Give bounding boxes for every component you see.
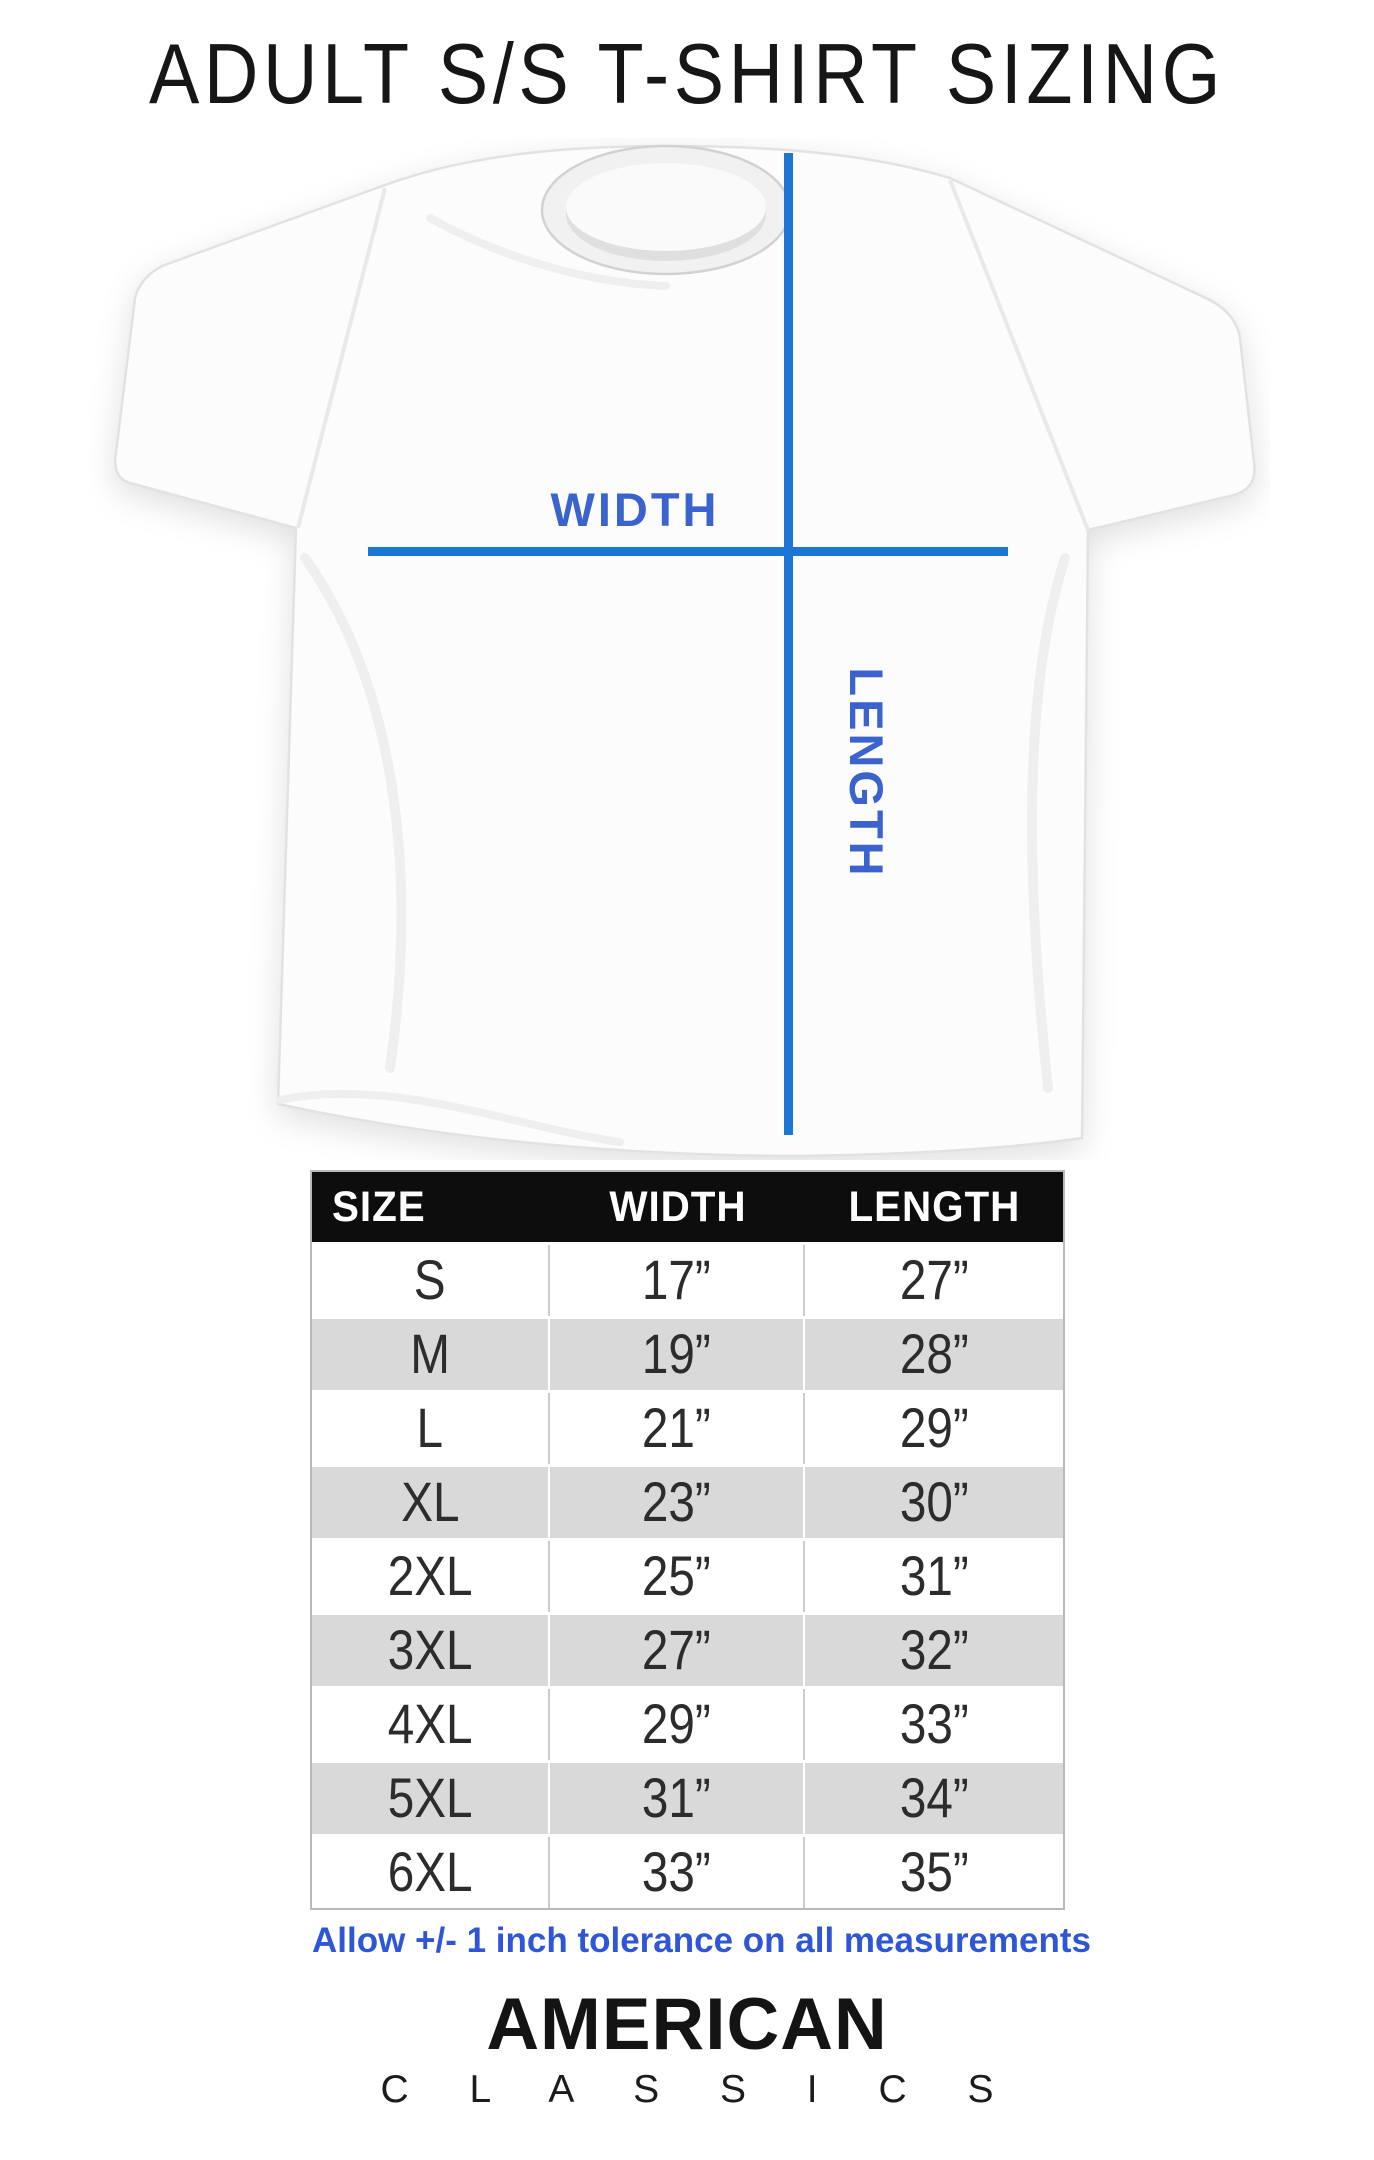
table-cell: 27” <box>805 1245 1063 1316</box>
table-row: XL 23” 30” <box>312 1464 1063 1538</box>
table-cell: 35” <box>805 1837 1063 1908</box>
chest-fold <box>426 214 670 290</box>
table-cell-value: 3XL <box>387 1619 473 1682</box>
brand-name-classics: C L A S S I C S <box>380 2068 1019 2111</box>
table-cell-value: 21” <box>642 1397 711 1460</box>
width-line <box>368 547 1008 556</box>
collar <box>540 144 792 276</box>
tolerance-note: Allow +/- 1 inch tolerance on all measur… <box>312 1921 1091 1960</box>
table-cell: 34” <box>805 1763 1063 1834</box>
table-row: 5XL 31” 34” <box>312 1760 1063 1834</box>
table-cell: 23” <box>550 1467 805 1538</box>
length-line <box>784 153 793 1135</box>
brand-logo: AMERICAN C L A S S I C S <box>0 1988 1374 2109</box>
width-label: WIDTH <box>550 483 719 536</box>
header-cell-length: LENGTH <box>848 1182 1020 1231</box>
table-row: 6XL 33” 35” <box>312 1834 1063 1908</box>
table-cell: 32” <box>805 1615 1063 1686</box>
size-table: SIZE WIDTH LENGTH S 17” 27” M 19” 28” L 21” 29” X… <box>310 1170 1065 1910</box>
table-cell-value: 33” <box>899 1693 969 1756</box>
table-cell: XL <box>312 1467 550 1538</box>
table-cell-value: 17” <box>642 1249 711 1312</box>
table-cell-value: 28” <box>899 1323 969 1386</box>
table-cell: 5XL <box>312 1763 550 1834</box>
table-cell: 19” <box>550 1319 805 1390</box>
size-table-body: S 17” 27” M 19” 28” L 21” 29” XL 23” 30” 2XL 25” 31” 3X… <box>312 1242 1063 1908</box>
table-cell: 29” <box>550 1689 805 1760</box>
table-cell-value: 25” <box>642 1545 711 1608</box>
table-cell: 25” <box>550 1541 805 1612</box>
table-cell: L <box>312 1393 550 1464</box>
table-row: 4XL 29” 33” <box>312 1686 1063 1760</box>
body-fold-right <box>1027 553 1070 1093</box>
table-cell: 17” <box>550 1245 805 1316</box>
table-cell: 29” <box>805 1393 1063 1464</box>
table-cell-value: 27” <box>642 1619 711 1682</box>
table-cell: 33” <box>805 1689 1063 1760</box>
table-cell-value: 33” <box>642 1841 711 1904</box>
table-cell-value: 4XL <box>387 1693 473 1756</box>
table-cell: 2XL <box>312 1541 550 1612</box>
body-fold-left <box>300 553 407 1073</box>
table-cell: 33” <box>550 1837 805 1908</box>
page-title: ADULT S/S T-SHIRT SIZING <box>149 27 1225 122</box>
table-cell: 28” <box>805 1319 1063 1390</box>
table-cell-value: 31” <box>642 1767 711 1830</box>
table-cell: 21” <box>550 1393 805 1464</box>
table-cell: 27” <box>550 1615 805 1686</box>
table-cell: 6XL <box>312 1837 550 1908</box>
right-sleeve-seam <box>948 179 1090 531</box>
table-cell: M <box>312 1319 550 1390</box>
table-row: M 19” 28” <box>312 1316 1063 1390</box>
table-cell-value: 29” <box>642 1693 711 1756</box>
table-cell-value: XL <box>400 1471 460 1534</box>
table-cell-value: S <box>414 1249 446 1312</box>
length-label: LENGTH <box>840 667 893 878</box>
table-cell-value: M <box>410 1323 450 1386</box>
table-row: S 17” 27” <box>312 1242 1063 1316</box>
table-cell-value: 35” <box>899 1841 969 1904</box>
table-cell-value: 30” <box>899 1471 969 1534</box>
table-cell-value: 34” <box>899 1767 969 1830</box>
header-cell-size: SIZE <box>332 1182 426 1231</box>
table-cell-value: 5XL <box>387 1767 473 1830</box>
tshirt-silhouette <box>114 144 1256 1158</box>
table-cell-value: 2XL <box>387 1545 473 1608</box>
table-cell-value: 29” <box>899 1397 969 1460</box>
hem-fold <box>276 1089 624 1146</box>
table-cell: 30” <box>805 1467 1063 1538</box>
table-cell-value: 32” <box>899 1619 969 1682</box>
table-cell: 31” <box>550 1763 805 1834</box>
brand-name-american: AMERICAN <box>486 1984 888 2065</box>
table-cell-value: 23” <box>642 1471 711 1534</box>
left-sleeve-seam <box>296 187 387 529</box>
table-cell-value: L <box>416 1397 444 1460</box>
table-cell-value: 6XL <box>387 1841 473 1904</box>
table-cell-value: 31” <box>899 1545 969 1608</box>
tshirt-image: WIDTH LENGTH <box>114 144 1256 1158</box>
table-cell: S <box>312 1245 550 1316</box>
table-cell: 3XL <box>312 1615 550 1686</box>
table-cell: 4XL <box>312 1689 550 1760</box>
table-cell: 31” <box>805 1541 1063 1612</box>
table-row: L 21” 29” <box>312 1390 1063 1464</box>
table-cell-value: 27” <box>899 1249 969 1312</box>
table-header: SIZE WIDTH LENGTH <box>312 1172 1063 1242</box>
header-cell-width: WIDTH <box>608 1182 747 1231</box>
table-row: 2XL 25” 31” <box>312 1538 1063 1612</box>
table-cell-value: 19” <box>642 1323 711 1386</box>
table-row: 3XL 27” 32” <box>312 1612 1063 1686</box>
